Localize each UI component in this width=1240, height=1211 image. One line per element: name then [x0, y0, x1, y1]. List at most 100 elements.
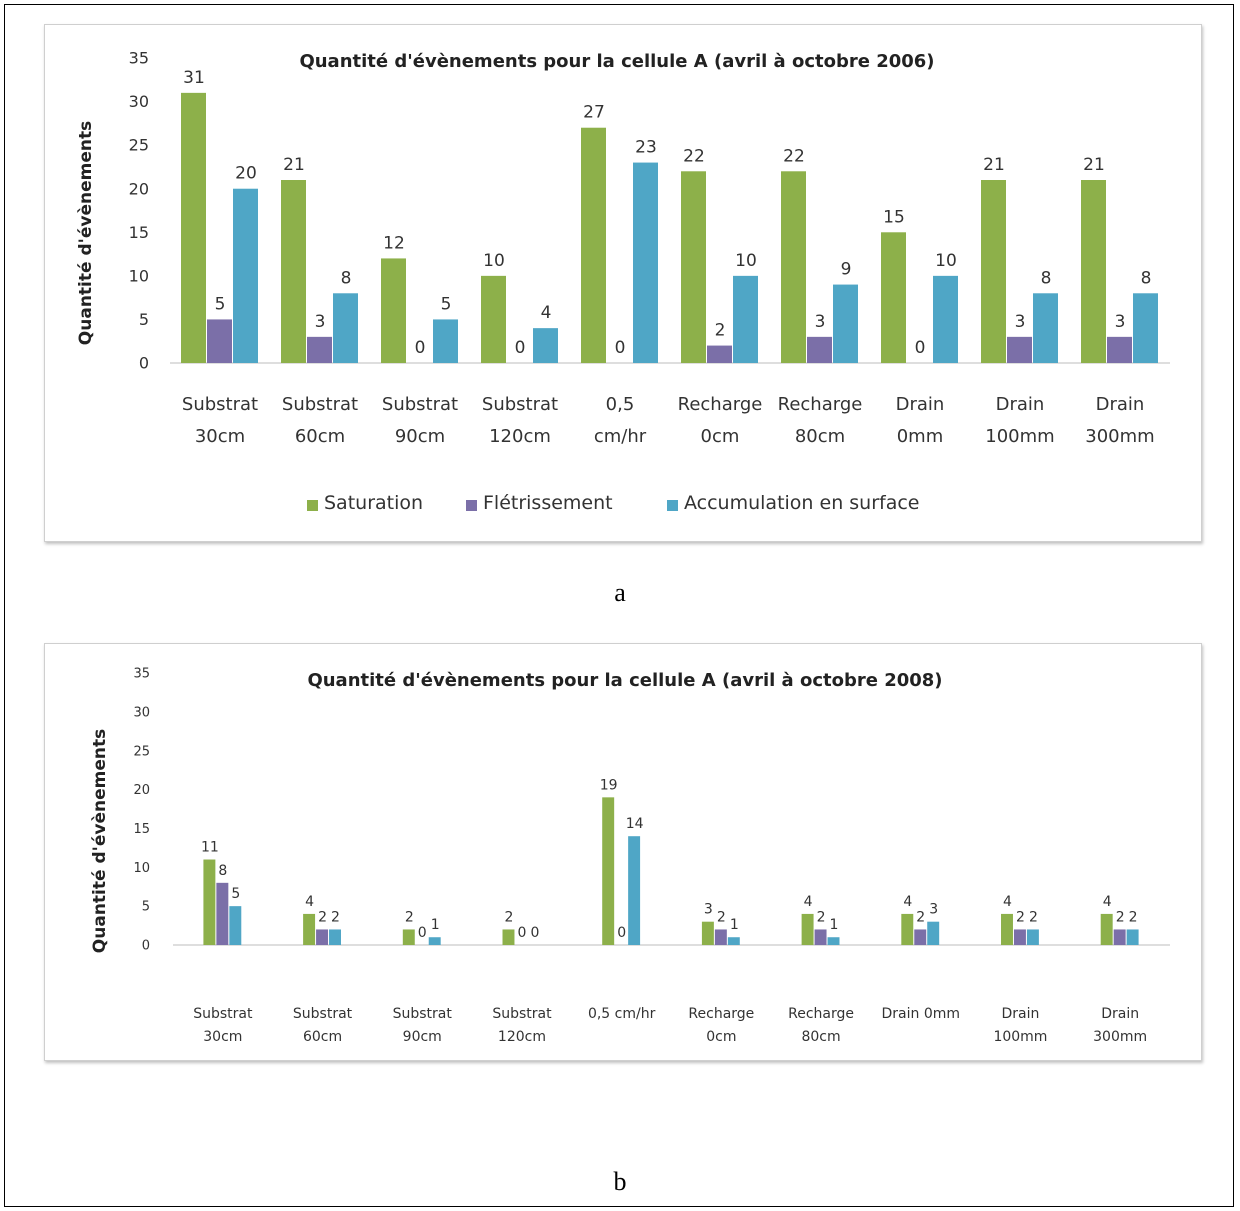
data-label: 2 [1016, 909, 1025, 925]
bar-accumulation [1133, 293, 1158, 363]
legend-label-fletrissement: Flétrissement [483, 492, 613, 514]
bar-fletrissement [707, 345, 732, 363]
data-label: 31 [183, 68, 205, 88]
bar-fletrissement [1007, 336, 1032, 363]
data-label: 3 [704, 902, 713, 918]
data-label: 21 [1083, 155, 1105, 175]
legend-swatch-fletrissement [466, 500, 477, 511]
caption-b: b [613, 1167, 627, 1196]
data-label: 10 [735, 251, 757, 271]
x-tick-label: Substrat [382, 394, 458, 415]
x-tick-label: 0,5 [606, 394, 635, 415]
data-label: 0 [418, 925, 427, 941]
bar-saturation [303, 913, 316, 945]
chart-a: Quantité d'évènements pour la cellule A … [76, 49, 1170, 514]
legend-swatch-saturation [307, 500, 318, 511]
data-label: 10 [483, 251, 505, 271]
y-tick-label: 0 [142, 939, 150, 954]
bar-accumulation [633, 162, 658, 363]
bar-saturation [1001, 913, 1013, 945]
bar-saturation [801, 913, 814, 945]
data-label: 0 [615, 338, 626, 358]
data-label: 3 [929, 902, 938, 918]
y-axis-label: Quantité d'évènements [90, 729, 110, 953]
figure-frame [4, 4, 1234, 1207]
chart-panel-b: Quantité d'évènements pour la cellule A … [44, 643, 1202, 1114]
x-tick-label: 0,5 cm/hr [588, 1006, 656, 1022]
bar-accumulation [833, 284, 858, 363]
bar-accumulation [433, 319, 458, 363]
x-tick-label: Substrat [492, 1006, 552, 1022]
x-tick-label: Substrat [482, 394, 558, 415]
x-tick-label: 0cm [706, 1029, 736, 1045]
data-label: 23 [635, 138, 657, 158]
x-tick-label: Recharge [688, 1006, 754, 1022]
data-label: 20 [235, 164, 257, 184]
bar-saturation [381, 258, 406, 363]
y-axis-label: Quantité d'évènements [76, 121, 96, 345]
data-label: 4 [541, 303, 552, 323]
data-label: 21 [283, 155, 305, 175]
data-label: 8 [341, 268, 352, 288]
y-tick-label: 5 [139, 310, 149, 329]
bar-accumulation [1033, 293, 1058, 363]
x-tick-label: Drain [1101, 1006, 1139, 1022]
data-label: 2 [405, 909, 414, 925]
bar-fletrissement [1013, 929, 1026, 945]
chart-title: Quantité d'évènements pour la cellule A … [299, 51, 934, 72]
bar-saturation [581, 127, 606, 363]
data-label: 3 [1015, 312, 1026, 332]
data-label: 3 [1115, 312, 1126, 332]
bar-fletrissement [216, 882, 229, 945]
chart-title: Quantité d'évènements pour la cellule A … [307, 670, 942, 691]
x-tick-label: 120cm [498, 1029, 546, 1045]
data-label: 2 [505, 909, 514, 925]
y-tick-label: 35 [129, 49, 149, 68]
x-tick-label: 80cm [795, 426, 845, 447]
bar-accumulation [933, 275, 958, 363]
x-tick-label: Recharge [788, 1006, 854, 1022]
data-label: 5 [215, 294, 226, 314]
bar-saturation [502, 929, 515, 945]
x-tick-label: Substrat [393, 1006, 453, 1022]
data-label: 21 [983, 155, 1005, 175]
bar-saturation [1081, 180, 1106, 363]
data-label: 0 [415, 338, 426, 358]
x-tick-label: Drain 0mm [881, 1006, 960, 1022]
x-tick-label: Substrat [282, 394, 358, 415]
legend-swatch-accumulation [667, 500, 678, 511]
data-label: 0 [915, 338, 926, 358]
caption-a: a [614, 578, 626, 607]
x-tick-label: 80cm [801, 1029, 840, 1045]
x-tick-label: 90cm [403, 1029, 442, 1045]
bar-accumulation [628, 836, 641, 945]
bar-saturation [681, 171, 706, 363]
x-tick-label: 120cm [489, 426, 551, 447]
y-tick-label: 30 [133, 705, 150, 720]
x-tick-label: 90cm [395, 426, 445, 447]
y-tick-label: 35 [133, 667, 150, 682]
x-tick-label: 100mm [985, 426, 1054, 447]
bar-fletrissement [316, 929, 329, 945]
data-label: 14 [626, 816, 644, 832]
data-label: 0 [617, 925, 626, 941]
data-label: 5 [441, 294, 452, 314]
bar-fletrissement [207, 319, 232, 363]
data-label: 2 [916, 909, 925, 925]
data-label: 5 [231, 886, 240, 902]
legend-label-saturation: Saturation [324, 492, 423, 514]
bar-saturation [881, 232, 906, 363]
data-label: 3 [815, 312, 826, 332]
bar-accumulation [733, 275, 758, 363]
data-label: 0 [515, 338, 526, 358]
data-label: 2 [331, 909, 340, 925]
x-tick-label: Drain [1096, 394, 1145, 415]
chart-b: Quantité d'évènements pour la cellule A … [90, 667, 1170, 1114]
x-tick-label: Substrat [182, 394, 258, 415]
data-label: 8 [1041, 268, 1052, 288]
x-tick-label: Drain [996, 394, 1045, 415]
y-tick-label: 10 [133, 861, 150, 876]
data-label: 4 [903, 894, 912, 910]
x-tick-label: 60cm [303, 1029, 342, 1045]
bar-accumulation [333, 293, 358, 363]
